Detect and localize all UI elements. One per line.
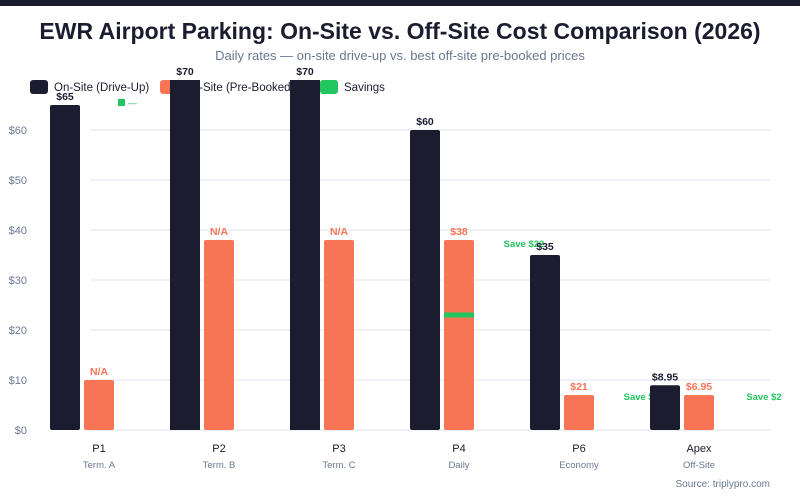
bar-onsite <box>50 105 80 430</box>
bar-label-onsite: $70 <box>296 66 314 78</box>
y-tick-label: $10 <box>9 375 27 387</box>
x-tick-label: P4 <box>452 443 465 455</box>
bar-label-offsite: N/A <box>90 366 109 378</box>
x-tick-sublabel: Term. B <box>203 460 236 471</box>
y-tick-label: $60 <box>9 125 27 137</box>
chart-title: EWR Airport Parking: On-Site vs. Off-Sit… <box>39 18 761 44</box>
bar-label-onsite: $65 <box>56 91 74 103</box>
bar-offsite <box>564 395 594 430</box>
bar-offsite <box>84 380 114 430</box>
x-tick-label: P2 <box>212 443 225 455</box>
bar-label-onsite: $8.95 <box>652 371 678 383</box>
savings-indicator-icon <box>118 99 125 106</box>
legend-label: Off-Site (Pre-Booked) <box>184 82 295 94</box>
bar-label-onsite: $70 <box>176 66 194 78</box>
bar-offsite <box>204 240 234 430</box>
x-tick-sublabel: Term. A <box>83 460 116 471</box>
bar-label-onsite: $35 <box>536 241 554 253</box>
bar-label-offsite: N/A <box>210 226 229 238</box>
savings-label: Save $14 <box>624 392 665 403</box>
savings-label: Save $22 <box>504 239 545 250</box>
source-note: Source: triplypro.com <box>675 479 770 490</box>
y-tick-label: $30 <box>9 275 27 287</box>
y-tick-label: $40 <box>9 225 27 237</box>
legend-swatch-onsite <box>30 80 48 94</box>
bar-onsite <box>410 130 440 430</box>
bar-label-offsite: $6.95 <box>686 381 712 393</box>
bar-offsite <box>324 240 354 430</box>
x-tick-label: P1 <box>92 443 105 455</box>
legend-label: Savings <box>344 82 385 94</box>
top-accent-bar <box>0 0 800 6</box>
x-tick-label: P6 <box>572 443 585 455</box>
bar-offsite <box>444 240 474 430</box>
y-tick-label: $20 <box>9 325 27 337</box>
savings-label: Save $2 <box>746 392 781 403</box>
y-tick-label: $50 <box>9 175 27 187</box>
bar-offsite <box>684 395 714 430</box>
savings-marker <box>444 312 474 318</box>
legend-label: On-Site (Drive-Up) <box>54 82 149 94</box>
bar-onsite <box>530 255 560 430</box>
bar-label-onsite: $60 <box>416 116 434 128</box>
x-tick-label: Apex <box>686 443 712 455</box>
x-tick-sublabel: Off-Site <box>683 460 715 471</box>
x-tick-sublabel: Term. C <box>322 460 355 471</box>
bar-label-offsite: $21 <box>570 381 588 393</box>
bar-onsite <box>650 385 680 430</box>
bar-onsite-overlap <box>290 80 320 430</box>
legend-swatch-savings <box>320 80 338 94</box>
x-tick-sublabel: Daily <box>448 460 469 471</box>
bar-onsite-overlap <box>170 80 200 430</box>
y-tick-label: $0 <box>15 425 27 437</box>
x-tick-label: P3 <box>332 443 345 455</box>
bar-label-offsite: N/A <box>330 226 349 238</box>
savings-indicator-label: — <box>128 98 137 108</box>
bar-label-offsite: $38 <box>450 226 468 238</box>
chart-subtitle: Daily rates — on-site drive-up vs. best … <box>215 48 585 63</box>
x-tick-sublabel: Economy <box>559 460 599 471</box>
